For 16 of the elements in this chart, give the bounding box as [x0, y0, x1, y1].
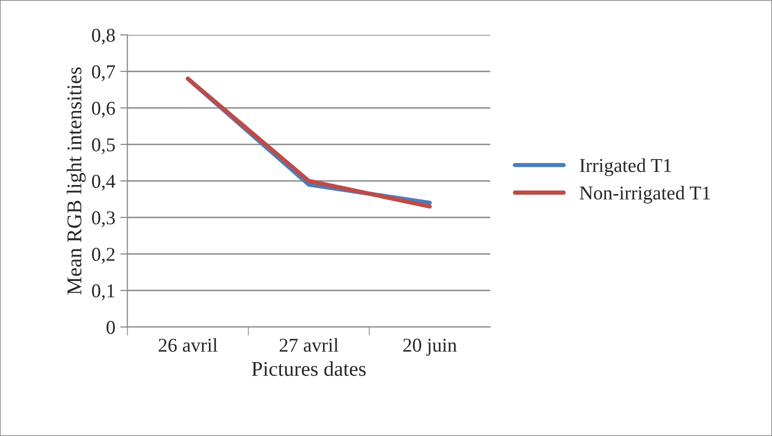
- y-tick-label: 0,2: [92, 248, 114, 264]
- y-tick-label: 0,8: [92, 28, 115, 45]
- legend-label: Irrigated T1: [580, 158, 672, 176]
- y-tick-label: 0,7: [92, 65, 116, 82]
- y-tick-label: 0,3: [92, 211, 115, 228]
- y-tick-label: 0,1: [92, 284, 114, 300]
- y-tick-label: 0: [106, 320, 115, 334]
- y-tick-label: 0,4: [92, 174, 116, 191]
- legend-label: Non-irrigated T1: [580, 186, 710, 204]
- y-tick-label: 0,5: [92, 138, 115, 154]
- x-tick-label: 27 avril: [280, 338, 338, 352]
- x-tick-label: 20 juin: [403, 338, 457, 356]
- x-tick-label: 26 avril: [158, 338, 218, 352]
- x-axis-title: Pictures dates: [252, 361, 366, 376]
- y-tick-label: 0,6: [92, 102, 115, 118]
- y-axis-title: Mean RGB light intensities: [66, 67, 86, 295]
